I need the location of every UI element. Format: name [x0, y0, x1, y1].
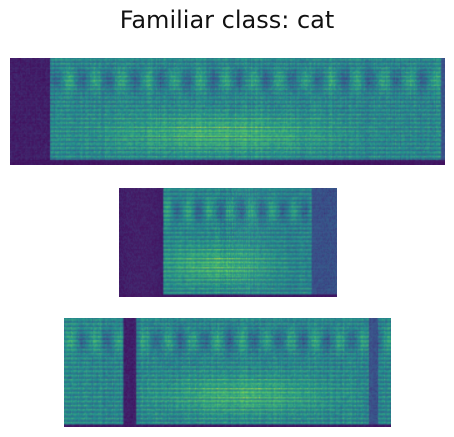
- spectrogram-3: [64, 318, 391, 427]
- spectrogram-2: [119, 188, 337, 297]
- figure-title: Familiar class: cat: [119, 6, 335, 34]
- spectrogram-1: [10, 58, 445, 165]
